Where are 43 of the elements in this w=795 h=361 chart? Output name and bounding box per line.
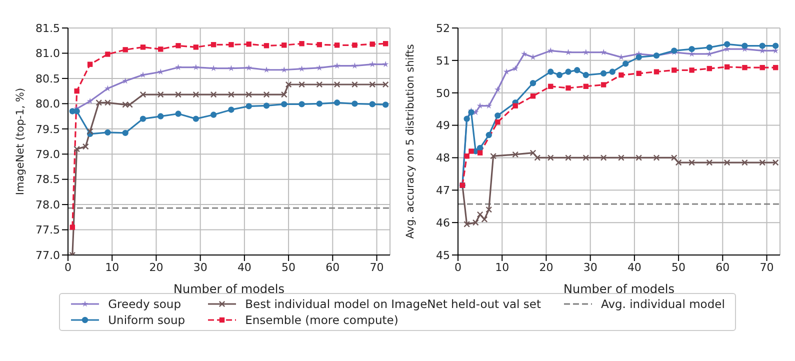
- x-tick-label: 50: [672, 260, 686, 274]
- y-tick-label: 52: [436, 22, 450, 35]
- legend-label: Uniform soup: [108, 313, 186, 327]
- x-axis-title: Number of models: [173, 282, 285, 296]
- x-tick-label: 40: [627, 260, 642, 274]
- x-tick-label: 10: [495, 260, 510, 274]
- y-tick-label: 49: [436, 119, 450, 132]
- x-tick-label: 30: [193, 260, 208, 274]
- x-tick-label: 0: [454, 260, 462, 274]
- x-tick-label: 50: [282, 260, 296, 274]
- y-tick-label: 78.0: [36, 198, 60, 212]
- y-tick-label: 77.0: [36, 248, 60, 262]
- y-tick-label: 47: [436, 184, 450, 198]
- x-axis-title: Number of models: [563, 282, 675, 296]
- x-tick-label: 10: [105, 260, 120, 274]
- x-tick-label: 70: [760, 260, 774, 274]
- y-tick-label: 77.5: [36, 224, 60, 237]
- x-tick-label: 60: [716, 260, 730, 274]
- x-tick-label: 20: [149, 260, 164, 274]
- y-tick-label: 79.0: [36, 148, 60, 162]
- x-tick-label: 0: [64, 260, 72, 274]
- y-tick-label: 46: [436, 216, 450, 230]
- y-axis-title: ImageNet (top-1, %): [14, 88, 27, 196]
- y-tick-label: 51: [436, 54, 450, 68]
- y-tick-label: 79.5: [36, 122, 60, 136]
- y-tick-label: 81.5: [36, 22, 60, 35]
- x-tick-label: 40: [237, 260, 252, 274]
- y-tick-label: 45: [436, 248, 450, 262]
- legend-label: Ensemble (more compute): [245, 313, 398, 327]
- y-tick-label: 78.5: [36, 173, 60, 186]
- y-tick-label: 80.5: [36, 72, 60, 86]
- x-tick-label: 20: [539, 260, 554, 274]
- x-tick-label: 70: [370, 260, 384, 274]
- y-tick-label: 48: [436, 152, 450, 165]
- legend-label: Best individual model on ImageNet held-out val set: [245, 297, 541, 311]
- x-tick-label: 30: [583, 260, 598, 274]
- legend-label: Greedy soup: [108, 297, 182, 311]
- y-axis-title: Avg. accuracy on 5 distribution shifts: [404, 44, 417, 239]
- y-tick-label: 50: [436, 86, 450, 100]
- x-tick-label: 60: [326, 260, 340, 274]
- y-tick-label: 80.0: [36, 98, 60, 111]
- legend-label: Avg. individual model: [601, 297, 725, 311]
- y-tick-label: 81.0: [36, 47, 60, 60]
